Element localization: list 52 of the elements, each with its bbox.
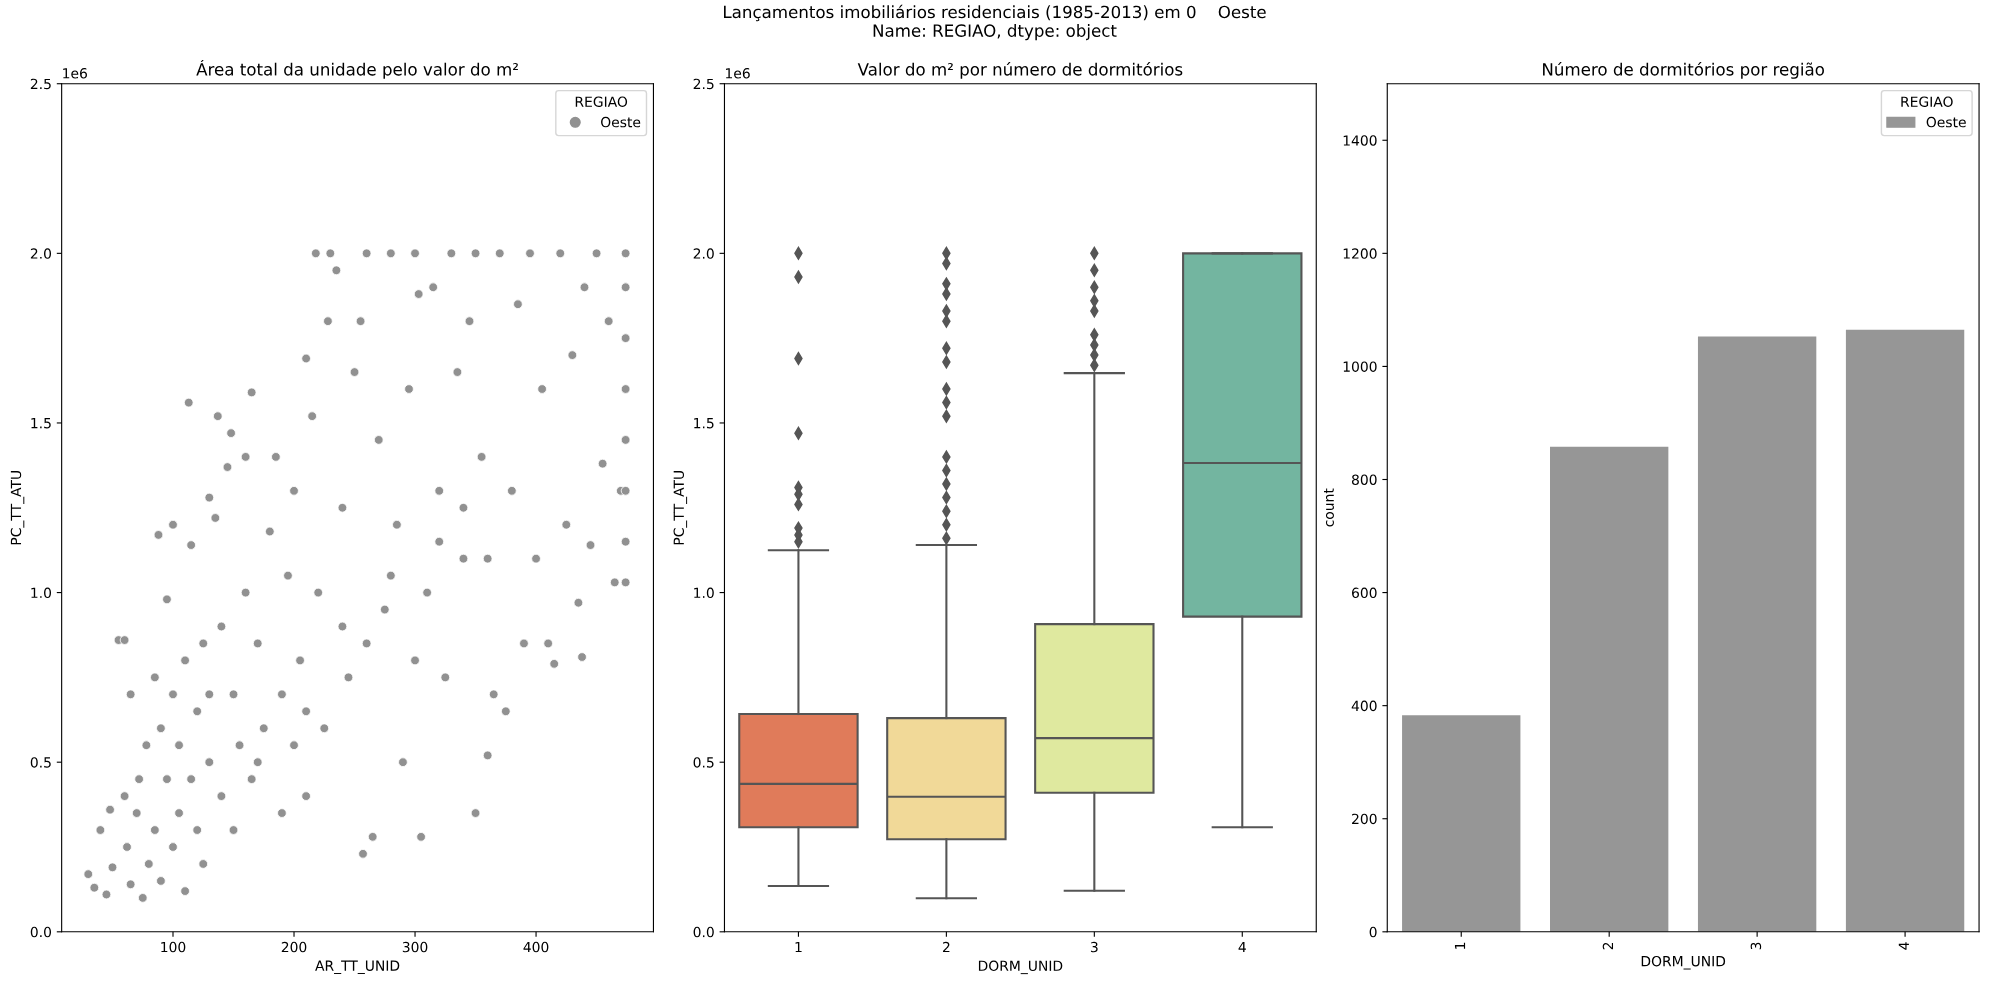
text: 1e6 <box>725 67 750 79</box>
bar <box>1845 329 1965 932</box>
y-tick-label: 600 <box>1352 587 1377 599</box>
y-tick-label: 0 <box>1369 926 1377 938</box>
y-tick-label: 0.5 <box>693 757 714 768</box>
x-tick-label: 2 <box>942 941 950 953</box>
x-tick-label: 100 <box>161 941 186 953</box>
x-axis-title: DORM_UNID <box>1641 955 1726 970</box>
legend-label: Oeste <box>1926 116 1966 128</box>
chart-title: Área total da unidade pelo valor do m² <box>196 59 518 79</box>
x-tick-label: 4 <box>1238 941 1246 953</box>
x-tick-label: 3 <box>1090 941 1098 953</box>
y-tick-label: 400 <box>1351 700 1377 712</box>
y-tick-label: 2.5 <box>693 78 714 90</box>
y-tick-label: 800 <box>1351 474 1377 485</box>
text: 1e6 <box>63 67 87 79</box>
x-tick-label: 4 <box>1898 942 1909 950</box>
y-axis-title: count <box>1324 488 1334 527</box>
bar <box>1550 446 1669 932</box>
x-axis-title: DORM_UNID <box>978 960 1063 975</box>
y-tick-label: 2.0 <box>30 248 52 259</box>
x-tick-label: 3 <box>1750 942 1762 950</box>
y-tick-label: 1.5 <box>31 418 51 429</box>
y-tick-label: 0.0 <box>693 926 714 938</box>
chart-title: Valor do m² por número de dormitórios <box>857 62 1183 79</box>
x-axis-title: AR_TT_UNID <box>315 960 400 974</box>
y-tick-label: 0.0 <box>30 926 52 938</box>
text: Lançamentos imobiliários residenciais (1985-2013) em 0 Oeste Name: REGIAO, dtype: object <box>724 4 1266 41</box>
y-tick-label: 1.0 <box>694 587 714 599</box>
y-tick-label: 1400 <box>1343 135 1377 146</box>
y-tick-label: 1.0 <box>31 587 52 599</box>
x-tick-label: 1 <box>795 941 802 953</box>
x-tick-label: 200 <box>281 941 307 953</box>
chart-title: Número de dormitórios por região <box>1543 62 1824 79</box>
bar <box>1402 715 1521 932</box>
y-tick-label: 1.5 <box>694 418 714 429</box>
x-tick-label: 1 <box>1454 942 1466 949</box>
legend-label: Oeste <box>601 116 641 128</box>
x-tick-label: 300 <box>402 941 428 953</box>
y-tick-label: 200 <box>1352 813 1377 825</box>
y-tick-label: 1000 <box>1343 361 1377 372</box>
legend-title: REGIAO <box>1901 96 1953 107</box>
y-tick-label: 2.0 <box>693 248 714 259</box>
y-tick-label: 2.5 <box>30 78 51 90</box>
x-tick-label: 400 <box>523 941 549 953</box>
legend-title: REGIAO <box>575 96 628 107</box>
y-tick-label: 0.5 <box>30 757 51 768</box>
bar <box>1697 336 1817 932</box>
x-tick-label: 2 <box>1602 942 1614 950</box>
y-axis-title: PC_TT_ATU <box>673 471 688 545</box>
y-axis-title: PC_TT_ATU <box>10 471 25 545</box>
y-tick-label: 1200 <box>1343 248 1377 259</box>
